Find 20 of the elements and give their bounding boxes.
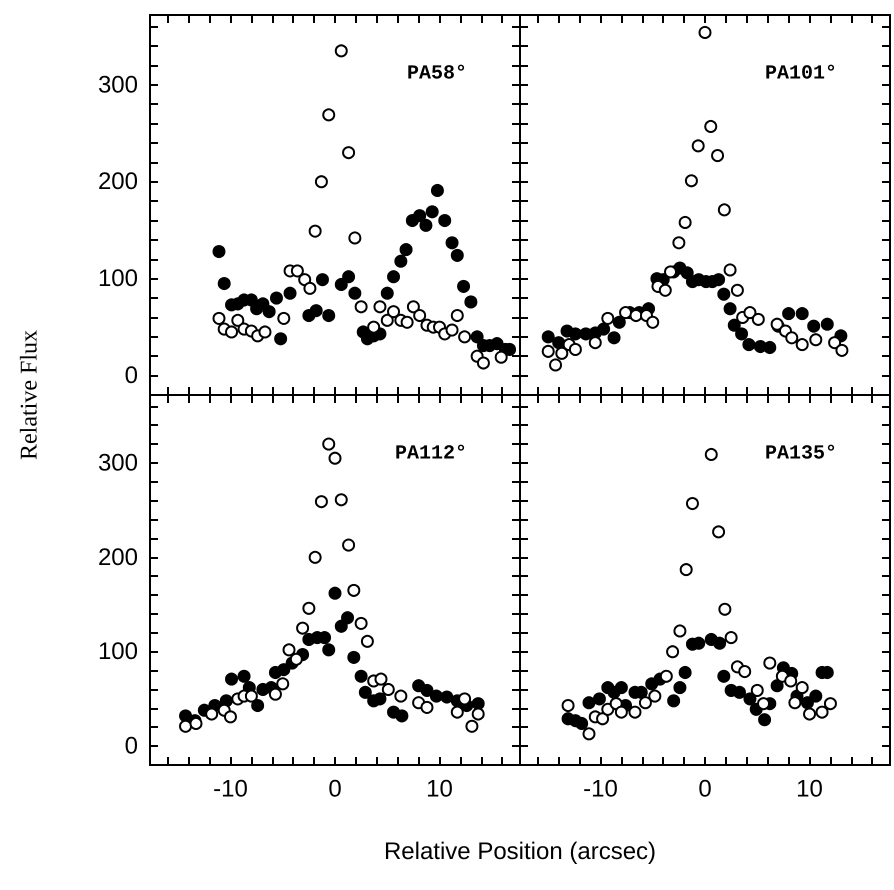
text: PA112°: [394, 442, 468, 466]
x-tick-label: 0: [328, 776, 342, 802]
x-tick-label: 10: [796, 776, 823, 802]
y-tick-label: 0: [124, 362, 138, 390]
y-tick-label: 100: [98, 265, 138, 292]
y-tick-label: 300: [98, 71, 138, 98]
x-tick-label: -10: [213, 776, 248, 802]
y-tick-label: 100: [98, 638, 138, 666]
text: PA135°: [764, 442, 838, 466]
text: PA58°: [406, 62, 468, 86]
x-tick-label: -10: [583, 776, 618, 802]
y-tick-label: 200: [98, 168, 138, 196]
x-tick-label: 0: [698, 776, 712, 802]
y-tick-label: 300: [98, 449, 138, 476]
x-axis-title: Relative Position (arcsec): [384, 838, 656, 866]
y-tick-label: 0: [124, 732, 138, 760]
y-tick-label: 200: [98, 544, 138, 571]
y-axis-title: Relative Flux: [16, 330, 44, 460]
text: PA101°: [764, 62, 838, 86]
x-tick-label: 10: [426, 776, 453, 802]
